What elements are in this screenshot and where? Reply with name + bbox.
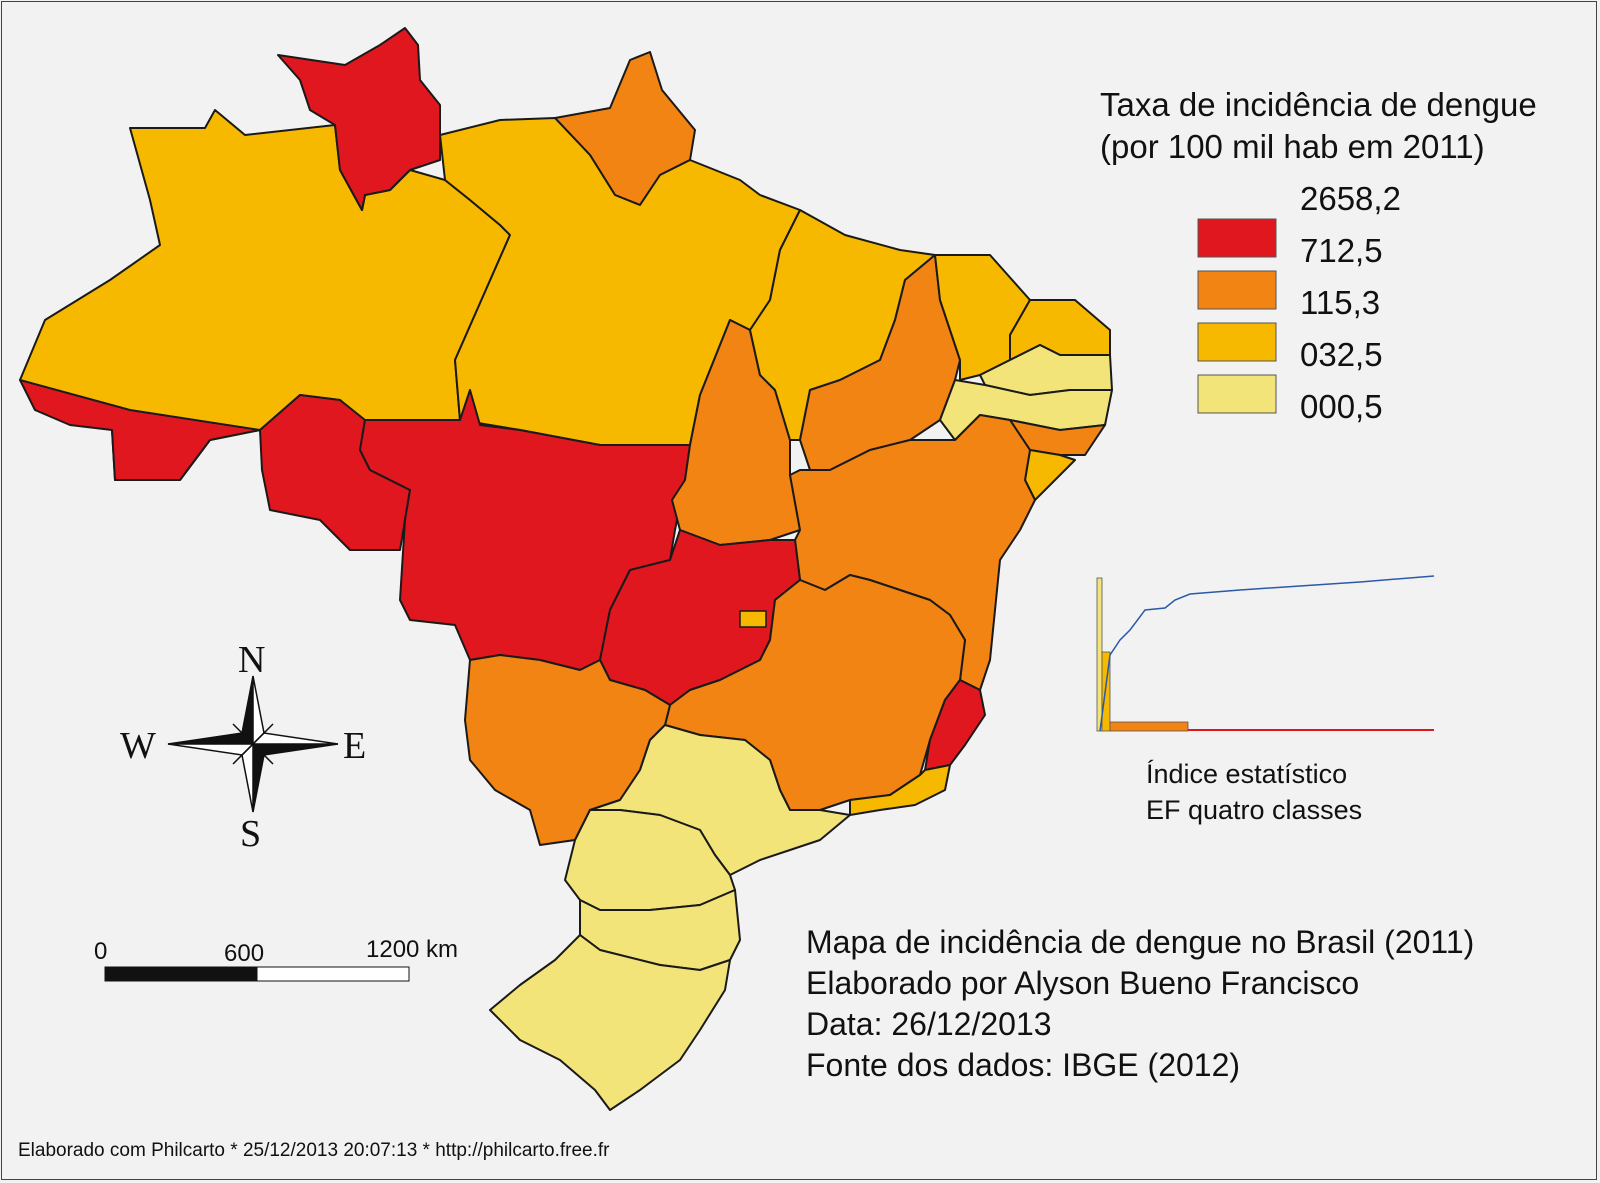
compass-label-s: S [240, 813, 262, 855]
map-info-source: Fonte dos dados: IBGE (2012) [806, 1047, 1241, 1083]
stat-bar-orange [1109, 721, 1189, 732]
state-minas-gerais[interactable] [664, 574, 966, 811]
legend-swatch-orange [1197, 270, 1277, 310]
legend-swatch-red [1197, 218, 1277, 258]
state-sao-paulo[interactable] [589, 724, 851, 876]
legend-swatch-pale [1197, 374, 1277, 414]
state-rio-grande-do-sul[interactable] [489, 934, 731, 1111]
scale-bar-light-segment [256, 966, 410, 982]
legend-break-2: 115,3 [1300, 284, 1381, 321]
state-sergipe[interactable] [1024, 449, 1076, 501]
state-rio-grande-do-norte[interactable] [1009, 299, 1111, 361]
brazil-map [19, 27, 1113, 1111]
compass-label-e: E [343, 725, 367, 767]
map-info-author: Elaborado por Alyson Bueno Francisco [806, 965, 1360, 1001]
compass-rose [167, 675, 339, 813]
scale-label-1200: 1200 km [366, 936, 459, 963]
stat-chart-label-line1: Índice estatístico [1146, 759, 1348, 789]
compass-west-point [167, 732, 255, 745]
legend-swatches [1197, 218, 1277, 414]
stat-chart [1096, 575, 1435, 732]
legend-title-line1: Taxa de incidência de dengue [1100, 86, 1537, 123]
legend-title-line2: (por 100 mil hab em 2011) [1100, 128, 1485, 165]
legend-break-4: 000,5 [1300, 388, 1383, 425]
map-info-date: Data: 26/12/2013 [806, 1006, 1052, 1042]
legend-break-1: 712,5 [1300, 232, 1383, 269]
footer-credit: Elaborado com Philcarto * 25/12/2013 20:… [18, 1140, 610, 1161]
map-info-block: Mapa de incidência de dengue no Brasil (… [806, 922, 1474, 1086]
stat-cumulative-curve [1099, 575, 1435, 732]
map-info-title: Mapa de incidência de dengue no Brasil (… [806, 924, 1475, 960]
state-rio-de-janeiro[interactable] [849, 764, 951, 816]
scale-bar [104, 966, 410, 982]
legend-swatch-amber [1197, 322, 1277, 362]
scale-label-600: 600 [224, 940, 265, 967]
state-distrito-federal[interactable] [739, 610, 767, 628]
scale-bar-dark-segment [104, 966, 258, 982]
scale-label-0: 0 [94, 938, 108, 965]
state-acre[interactable] [19, 379, 261, 481]
stat-bar-pale [1096, 577, 1103, 732]
stat-bar-red [1188, 729, 1434, 731]
compass-label-w: W [120, 725, 156, 767]
stat-bar-amber [1101, 651, 1111, 732]
legend-break-3: 032,5 [1300, 336, 1383, 373]
compass-east-point [251, 743, 339, 756]
state-roraima[interactable] [277, 27, 441, 211]
stat-chart-label-line2: EF quatro classes [1146, 795, 1363, 825]
legend-title: Taxa de incidência de dengue (por 100 mi… [1100, 84, 1537, 168]
stat-chart-label: Índice estatístico EF quatro classes [1146, 756, 1362, 828]
legend-break-0: 2658,2 [1300, 180, 1401, 217]
compass-label-n: N [238, 639, 266, 681]
